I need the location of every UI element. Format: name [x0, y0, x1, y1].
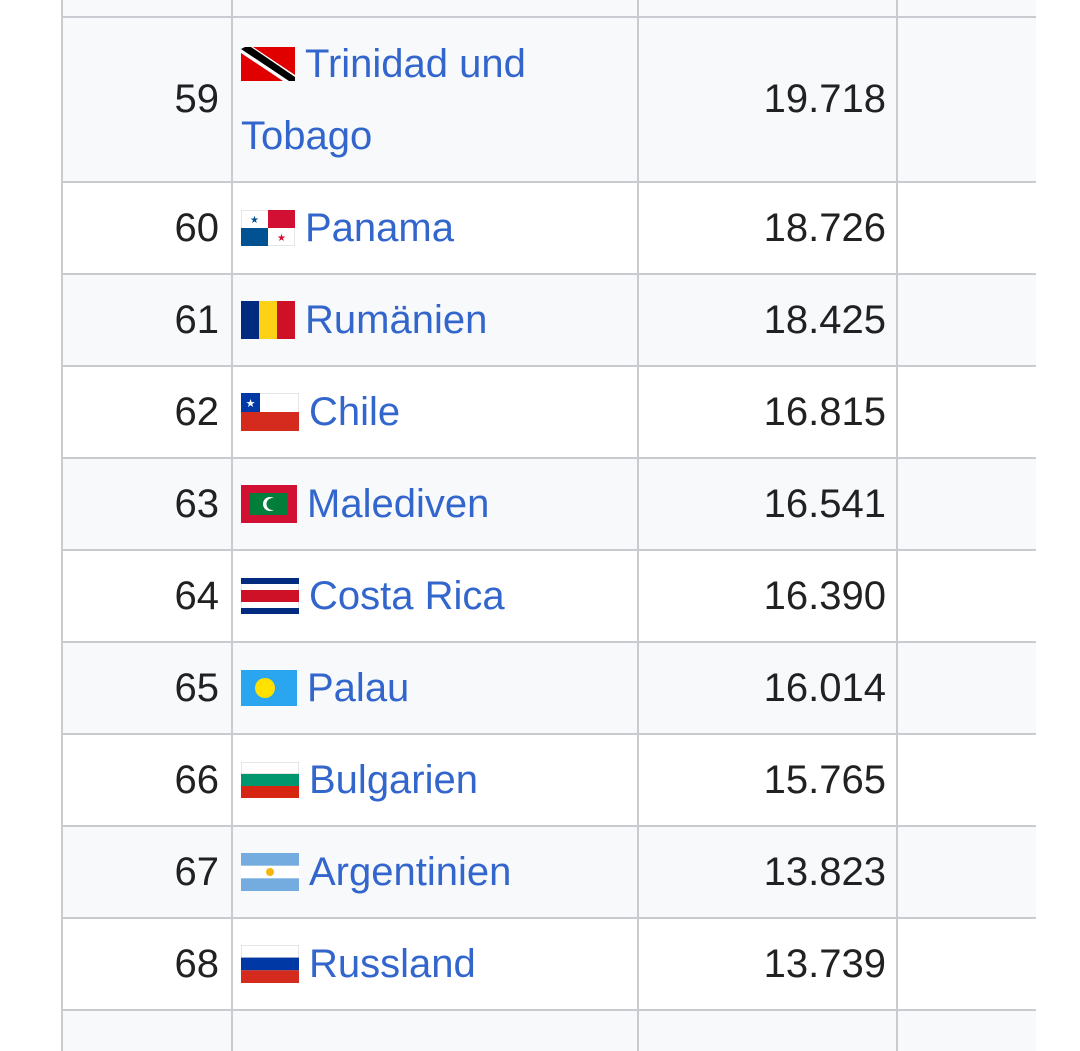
value-cell: 13.823: [637, 827, 896, 917]
extra-cell: [896, 0, 1036, 16]
country-cell: Bulgarien: [231, 735, 637, 825]
country-cell: Malediven: [231, 459, 637, 549]
country-cell: Argentinien: [231, 827, 637, 917]
country-link[interactable]: Costa Rica: [309, 574, 505, 618]
country-cell: ★ Chile: [231, 367, 637, 457]
gdp-table: 59 Trinidad und Tobago 19.718: [61, 0, 1036, 1051]
country-cell: Palau: [231, 643, 637, 733]
country-link[interactable]: Malediven: [307, 482, 490, 526]
table-row: 68 Russland 13.739: [61, 919, 1036, 1011]
value-cell: 16.815: [637, 367, 896, 457]
country-cell: [231, 0, 637, 16]
russia-flag-icon: [241, 945, 299, 983]
value-cell: 19.718: [637, 18, 896, 181]
bulgaria-flag-icon: [241, 762, 299, 798]
country-link[interactable]: Chile: [309, 390, 401, 434]
rank-cell: 67: [61, 827, 231, 917]
extra-cell: [896, 18, 1036, 181]
chile-flag-icon: ★: [241, 393, 299, 431]
country-cell: [231, 1011, 637, 1051]
extra-cell: [896, 183, 1036, 273]
country-link-continued[interactable]: Tobago: [241, 113, 373, 158]
country-cell: Trinidad und Tobago: [231, 18, 637, 181]
table-row-partial: [61, 1011, 1036, 1051]
table-row: 63 Malediven 16.541: [61, 459, 1036, 551]
extra-cell: [896, 643, 1036, 733]
value-cell: 18.726: [637, 183, 896, 273]
panama-flag-icon: ★ ★: [241, 210, 295, 246]
country-cell: Costa Rica: [231, 551, 637, 641]
value-cell: 18.425: [637, 275, 896, 365]
value-cell: 13.739: [637, 919, 896, 1009]
country-link[interactable]: Palau: [307, 666, 410, 710]
value-cell: 16.390: [637, 551, 896, 641]
svg-text:★: ★: [246, 398, 256, 410]
country-link[interactable]: Bulgarien: [309, 758, 479, 802]
table-row: 59 Trinidad und Tobago 19.718: [61, 18, 1036, 183]
table-row: 61 Rumänien 18.425: [61, 275, 1036, 367]
maldives-flag-icon: [241, 485, 297, 523]
country-cell: Rumänien: [231, 275, 637, 365]
rank-cell: 65: [61, 643, 231, 733]
rank-cell: [61, 1011, 231, 1051]
argentina-flag-icon: [241, 853, 299, 891]
table-row: 64 Costa Rica 16.390: [61, 551, 1036, 643]
table-row: 67 Argentinien 13.823: [61, 827, 1036, 919]
table-row-partial: [61, 0, 1036, 18]
extra-cell: [896, 275, 1036, 365]
extra-cell: [896, 459, 1036, 549]
rank-cell: 64: [61, 551, 231, 641]
country-cell: Russland: [231, 919, 637, 1009]
country-link[interactable]: Russland: [309, 942, 476, 986]
country-link[interactable]: Trinidad und: [305, 41, 526, 86]
romania-flag-icon: [241, 301, 295, 339]
country-link[interactable]: Panama: [305, 206, 454, 250]
extra-cell: [896, 367, 1036, 457]
table-row: 60 ★ ★ Panama 18.726: [61, 183, 1036, 275]
extra-cell: [896, 827, 1036, 917]
value-cell: 16.541: [637, 459, 896, 549]
rank-cell: 63: [61, 459, 231, 549]
rank-cell: 62: [61, 367, 231, 457]
rank-cell: 60: [61, 183, 231, 273]
country-link[interactable]: Argentinien: [309, 850, 512, 894]
table-row: 65 Palau 16.014: [61, 643, 1036, 735]
rank-cell: 66: [61, 735, 231, 825]
value-cell: 15.765: [637, 735, 896, 825]
extra-cell: [896, 1011, 1036, 1051]
extra-cell: [896, 735, 1036, 825]
value-cell: 16.014: [637, 643, 896, 733]
extra-cell: [896, 551, 1036, 641]
trinidad-tobago-flag-icon: [241, 46, 295, 81]
svg-text:★: ★: [277, 233, 286, 244]
extra-cell: [896, 919, 1036, 1009]
table-row: 66 Bulgarien 15.765: [61, 735, 1036, 827]
rank-cell: 59: [61, 18, 231, 181]
rank-cell: 61: [61, 275, 231, 365]
table-row: 62 ★ Chile 16.815: [61, 367, 1036, 459]
country-cell: ★ ★ Panama: [231, 183, 637, 273]
palau-flag-icon: [241, 670, 297, 706]
value-cell: [637, 0, 896, 16]
costa-rica-flag-icon: [241, 578, 299, 614]
rank-cell: 68: [61, 919, 231, 1009]
rank-cell: [61, 0, 231, 16]
country-link[interactable]: Rumänien: [305, 298, 488, 342]
value-cell: [637, 1011, 896, 1051]
svg-text:★: ★: [250, 215, 259, 226]
